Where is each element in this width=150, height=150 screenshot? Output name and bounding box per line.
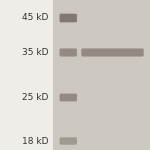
FancyBboxPatch shape [60,14,77,22]
Text: 45 kD: 45 kD [22,14,48,22]
Text: 35 kD: 35 kD [21,48,48,57]
FancyBboxPatch shape [60,137,77,145]
FancyBboxPatch shape [60,94,77,101]
FancyBboxPatch shape [81,48,144,57]
Bar [52,0,150,150]
FancyBboxPatch shape [60,48,77,57]
Bar [52,0,150,150]
Text: 25 kD: 25 kD [22,93,48,102]
Text: 18 kD: 18 kD [21,136,48,146]
